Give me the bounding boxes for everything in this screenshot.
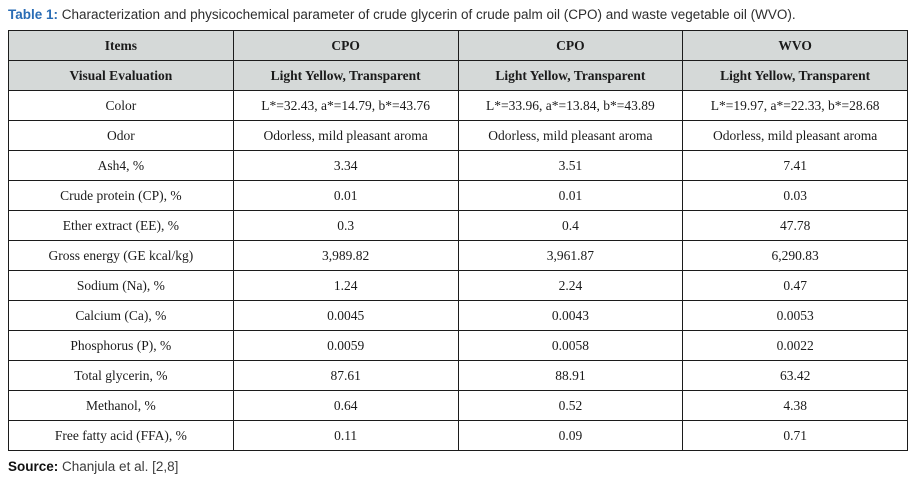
value-cell: 0.0043	[457, 300, 684, 331]
value-cell: 0.0022	[682, 330, 908, 361]
value-cell: 0.0058	[457, 330, 684, 361]
source-label: Source:	[8, 459, 59, 474]
value-cell: 47.78	[682, 210, 908, 241]
table-row: Color L*=32.43, a*=14.79, b*=43.76 L*=33.9…	[8, 90, 908, 121]
value-cell: 7.41	[682, 150, 908, 181]
table-row: Ash4, % 3.34 3.51 7.41	[8, 150, 908, 181]
value-cell: 3.34	[232, 150, 459, 181]
value-cell: L*=19.97, a*=22.33, b*=28.68	[682, 90, 908, 121]
item-cell: Sodium (Na), %	[8, 270, 234, 301]
value-cell: Light Yellow, Transparent	[682, 60, 908, 91]
column-header-items: Items	[8, 30, 234, 61]
table-caption: Table 1: Characterization and physicoche…	[8, 6, 905, 24]
table-row: Free fatty acid (FFA), % 0.11 0.09 0.71	[8, 420, 908, 451]
value-cell: Light Yellow, Transparent	[232, 60, 459, 91]
value-cell: L*=32.43, a*=14.79, b*=43.76	[232, 90, 459, 121]
caption-text: Characterization and physicochemical par…	[58, 7, 796, 22]
value-cell: 0.09	[457, 420, 684, 451]
value-cell: 2.24	[457, 270, 684, 301]
column-header-cpo-1: CPO	[232, 30, 459, 61]
data-table: Items CPO CPO WVO Visual Evaluation Light…	[8, 30, 908, 451]
value-cell: Light Yellow, Transparent	[457, 60, 684, 91]
table-row: Ether extract (EE), % 0.3 0.4 47.78	[8, 210, 908, 241]
value-cell: 3.51	[457, 150, 684, 181]
value-cell: 3,961.87	[457, 240, 684, 271]
value-cell: 0.4	[457, 210, 684, 241]
value-cell: 0.3	[232, 210, 459, 241]
table-row: Odor Odorless, mild pleasant aroma Odorles…	[8, 120, 908, 151]
item-cell: Phosphorus (P), %	[8, 330, 234, 361]
item-cell: Visual Evaluation	[8, 60, 234, 91]
value-cell: 0.01	[232, 180, 459, 211]
value-cell: 0.03	[682, 180, 908, 211]
item-cell: Free fatty acid (FFA), %	[8, 420, 234, 451]
value-cell: 6,290.83	[682, 240, 908, 271]
table-row: Phosphorus (P), % 0.0059 0.0058 0.0022	[8, 330, 908, 361]
table-row: Calcium (Ca), % 0.0045 0.0043 0.0053	[8, 300, 908, 331]
value-cell: 4.38	[682, 390, 908, 421]
value-cell: 3,989.82	[232, 240, 459, 271]
value-cell: 0.47	[682, 270, 908, 301]
header-row: Items CPO CPO WVO	[8, 30, 908, 61]
column-header-wvo: WVO	[682, 30, 908, 61]
table-row: Visual Evaluation Light Yellow, Transpare…	[8, 60, 908, 91]
table-row: Total glycerin, % 87.61 88.91 63.42	[8, 360, 908, 391]
value-cell: 0.0053	[682, 300, 908, 331]
value-cell: 1.24	[232, 270, 459, 301]
item-cell: Ether extract (EE), %	[8, 210, 234, 241]
column-header-cpo-2: CPO	[457, 30, 684, 61]
value-cell: Odorless, mild pleasant aroma	[457, 120, 684, 151]
value-cell: 0.71	[682, 420, 908, 451]
source-note: Source: Chanjula et al. [2,8]	[8, 459, 905, 474]
value-cell: 87.61	[232, 360, 459, 391]
page: Table 1: Characterization and physicoche…	[8, 6, 908, 474]
table-row: Sodium (Na), % 1.24 2.24 0.47	[8, 270, 908, 301]
item-cell: Crude protein (CP), %	[8, 180, 234, 211]
value-cell: 88.91	[457, 360, 684, 391]
item-cell: Ash4, %	[8, 150, 234, 181]
value-cell: 0.11	[232, 420, 459, 451]
caption-label: Table 1:	[8, 7, 59, 22]
value-cell: 0.52	[457, 390, 684, 421]
source-text: Chanjula et al. [2,8]	[58, 459, 179, 474]
value-cell: Odorless, mild pleasant aroma	[682, 120, 908, 151]
item-cell: Methanol, %	[8, 390, 234, 421]
item-cell: Calcium (Ca), %	[8, 300, 234, 331]
item-cell: Odor	[8, 120, 234, 151]
item-cell: Gross energy (GE kcal/kg)	[8, 240, 234, 271]
value-cell: 0.0045	[232, 300, 459, 331]
value-cell: 63.42	[682, 360, 908, 391]
value-cell: L*=33.96, a*=13.84, b*=43.89	[457, 90, 684, 121]
item-cell: Color	[8, 90, 234, 121]
value-cell: 0.0059	[232, 330, 459, 361]
item-cell: Total glycerin, %	[8, 360, 234, 391]
table-row: Methanol, % 0.64 0.52 4.38	[8, 390, 908, 421]
table-row: Crude protein (CP), % 0.01 0.01 0.03	[8, 180, 908, 211]
table-row: Gross energy (GE kcal/kg) 3,989.82 3,961.8…	[8, 240, 908, 271]
value-cell: Odorless, mild pleasant aroma	[232, 120, 459, 151]
value-cell: 0.64	[232, 390, 459, 421]
value-cell: 0.01	[457, 180, 684, 211]
